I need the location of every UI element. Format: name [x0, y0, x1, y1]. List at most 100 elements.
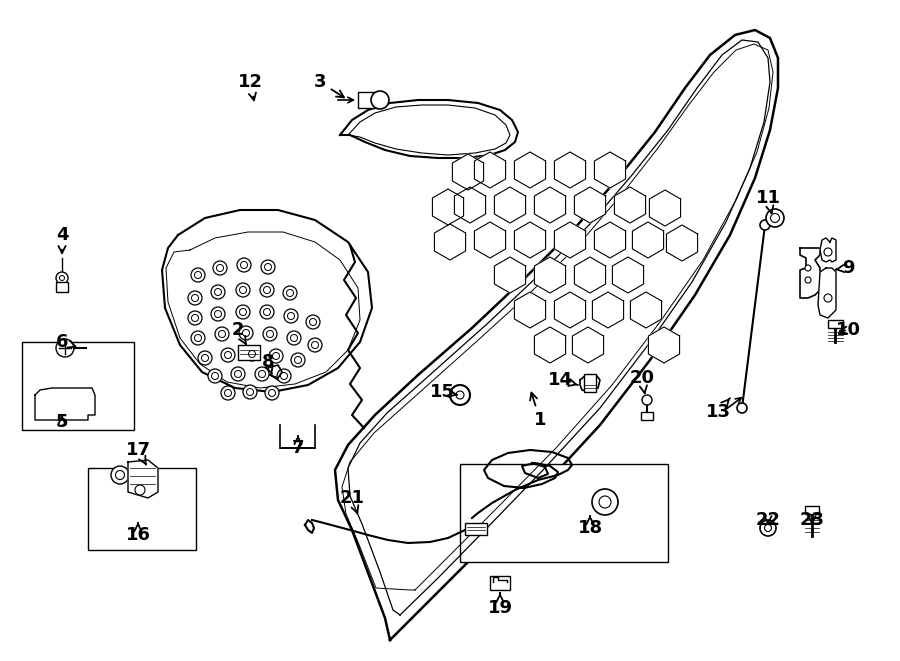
Circle shape — [268, 389, 275, 397]
Circle shape — [263, 327, 277, 341]
Circle shape — [286, 290, 293, 297]
Polygon shape — [432, 189, 464, 225]
Text: 20: 20 — [629, 369, 654, 393]
Text: 22: 22 — [755, 511, 780, 529]
Bar — [238, 345, 260, 360]
Circle shape — [192, 295, 199, 301]
Bar — [490, 576, 510, 590]
Circle shape — [236, 283, 250, 297]
Circle shape — [59, 276, 65, 280]
Bar — [465, 523, 487, 535]
Bar — [56, 282, 68, 292]
Polygon shape — [515, 152, 545, 188]
Circle shape — [766, 209, 784, 227]
Polygon shape — [494, 257, 526, 293]
Circle shape — [242, 329, 249, 336]
Polygon shape — [592, 292, 624, 328]
Circle shape — [192, 315, 199, 321]
Circle shape — [115, 471, 124, 479]
Circle shape — [824, 248, 832, 256]
Text: 7: 7 — [292, 436, 304, 457]
Circle shape — [194, 272, 202, 278]
Polygon shape — [453, 154, 483, 190]
Text: 11: 11 — [755, 189, 780, 214]
Polygon shape — [666, 225, 698, 261]
Circle shape — [737, 403, 747, 413]
Circle shape — [235, 371, 241, 377]
Polygon shape — [554, 152, 586, 188]
Circle shape — [284, 309, 298, 323]
Circle shape — [287, 313, 294, 319]
Polygon shape — [535, 187, 565, 223]
Circle shape — [239, 286, 247, 293]
Bar — [358, 92, 378, 108]
Text: 23: 23 — [799, 511, 824, 529]
Circle shape — [283, 286, 297, 300]
Polygon shape — [594, 222, 625, 258]
Polygon shape — [580, 375, 600, 392]
Bar — [22, 342, 134, 430]
Polygon shape — [574, 257, 606, 293]
Circle shape — [219, 330, 226, 338]
Polygon shape — [162, 210, 372, 392]
Bar — [460, 464, 668, 562]
Bar — [641, 412, 653, 420]
Circle shape — [264, 286, 271, 293]
Circle shape — [805, 277, 811, 283]
Circle shape — [231, 367, 245, 381]
Polygon shape — [574, 187, 606, 223]
Text: 10: 10 — [835, 321, 860, 339]
Text: 16: 16 — [125, 523, 150, 544]
Circle shape — [239, 326, 253, 340]
Circle shape — [224, 389, 231, 397]
Circle shape — [135, 485, 145, 495]
Polygon shape — [648, 327, 680, 363]
Polygon shape — [128, 460, 158, 498]
Circle shape — [239, 309, 247, 315]
Circle shape — [261, 260, 275, 274]
Polygon shape — [515, 292, 545, 328]
Circle shape — [456, 391, 464, 399]
Circle shape — [247, 389, 254, 395]
Polygon shape — [335, 30, 778, 640]
Circle shape — [450, 385, 470, 405]
Text: 19: 19 — [488, 594, 512, 617]
Polygon shape — [535, 257, 565, 293]
Text: 4: 4 — [56, 226, 68, 253]
Text: 17: 17 — [125, 441, 150, 465]
Text: 13: 13 — [706, 398, 731, 421]
Circle shape — [202, 354, 209, 362]
Circle shape — [188, 291, 202, 305]
Circle shape — [277, 369, 291, 383]
Circle shape — [310, 319, 317, 325]
Circle shape — [273, 352, 280, 360]
Circle shape — [191, 268, 205, 282]
Circle shape — [764, 524, 771, 531]
Text: 1: 1 — [530, 393, 546, 429]
Text: 9: 9 — [836, 259, 854, 277]
Circle shape — [265, 264, 272, 270]
Polygon shape — [572, 327, 604, 363]
Circle shape — [237, 258, 251, 272]
Circle shape — [294, 356, 302, 364]
Circle shape — [214, 311, 221, 317]
Polygon shape — [340, 100, 518, 158]
Polygon shape — [515, 222, 545, 258]
Polygon shape — [494, 187, 526, 223]
Circle shape — [56, 272, 68, 284]
Polygon shape — [800, 248, 820, 298]
Text: 12: 12 — [238, 73, 263, 100]
Polygon shape — [594, 152, 625, 188]
Circle shape — [266, 330, 274, 338]
Circle shape — [265, 386, 279, 400]
Text: 18: 18 — [578, 516, 603, 537]
Polygon shape — [454, 187, 486, 223]
Circle shape — [308, 338, 322, 352]
Polygon shape — [630, 292, 662, 328]
Circle shape — [111, 466, 129, 484]
Circle shape — [599, 496, 611, 508]
Bar — [88, 468, 196, 550]
Circle shape — [214, 288, 221, 295]
Circle shape — [760, 220, 770, 230]
Circle shape — [188, 311, 202, 325]
